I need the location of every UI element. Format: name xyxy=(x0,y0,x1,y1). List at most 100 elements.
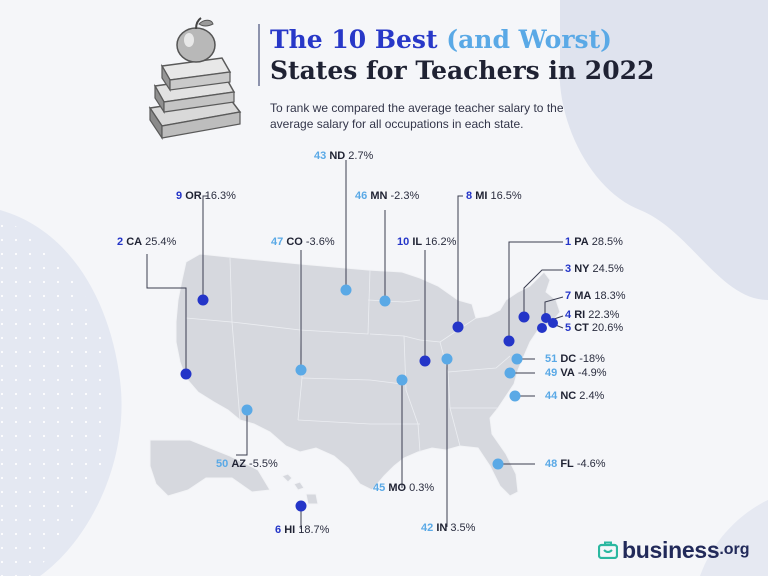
label-or: 9 OR 16.3% xyxy=(176,190,236,203)
rank: 10 xyxy=(397,236,410,248)
rank: 2 xyxy=(117,236,124,248)
business-org-logo[interactable]: business .org xyxy=(598,536,750,564)
hawaii-shape xyxy=(281,473,319,505)
page-title-line-1: The 10 Best (and Worst) xyxy=(270,24,654,55)
label-mn: 46 MN -2.3% xyxy=(355,190,419,203)
state-abbr: VA xyxy=(560,367,575,379)
logo-name: business xyxy=(622,536,720,563)
marker-mi[interactable] xyxy=(452,321,464,333)
alaska-shape xyxy=(149,439,271,497)
rank: 7 xyxy=(565,290,572,302)
label-mo: 45 MO 0.3% xyxy=(373,482,434,495)
marker-nc[interactable] xyxy=(509,390,521,402)
marker-fl[interactable] xyxy=(492,458,504,470)
state-value: 16.5% xyxy=(490,190,522,202)
state-abbr: FL xyxy=(560,458,574,470)
state-value: 22.3% xyxy=(588,309,620,321)
state-abbr: DC xyxy=(560,353,577,365)
label-ma: 7 MA 18.3% xyxy=(565,290,626,303)
marker-mn[interactable] xyxy=(379,295,391,307)
rank: 1 xyxy=(565,236,572,248)
marker-ri[interactable] xyxy=(541,313,551,323)
state-abbr: IL xyxy=(412,236,423,248)
state-abbr: PA xyxy=(574,236,589,248)
state-abbr: AZ xyxy=(231,458,246,470)
rank: 47 xyxy=(271,236,284,248)
us-map xyxy=(149,253,561,505)
label-co: 47 CO -3.6% xyxy=(271,236,335,249)
label-fl: 48 FL -4.6% xyxy=(545,458,606,471)
rank: 50 xyxy=(216,458,229,470)
state-abbr: NY xyxy=(574,263,590,275)
marker-hi[interactable] xyxy=(295,500,307,512)
rank: 49 xyxy=(545,367,558,379)
label-nc: 44 NC 2.4% xyxy=(545,390,604,403)
state-abbr: CO xyxy=(286,236,303,248)
rank: 9 xyxy=(176,190,183,202)
rank: 48 xyxy=(545,458,558,470)
marker-in[interactable] xyxy=(441,353,453,365)
rank: 51 xyxy=(545,353,558,365)
page-title-line-2: States for Teachers in 2022 xyxy=(270,56,655,85)
state-abbr: ND xyxy=(329,150,346,162)
marker-mo[interactable] xyxy=(396,374,408,386)
state-abbr: IN xyxy=(436,522,448,534)
label-az: 50 AZ -5.5% xyxy=(216,458,278,471)
state-abbr: NC xyxy=(560,390,577,402)
decor-blob-bottom-right xyxy=(700,500,768,576)
state-value: 24.5% xyxy=(592,263,624,275)
title-part-1: The 10 Best xyxy=(270,25,447,54)
state-value: -4.6% xyxy=(576,458,606,470)
rank: 8 xyxy=(466,190,473,202)
state-value: 16.2% xyxy=(425,236,457,248)
marker-va[interactable] xyxy=(504,367,516,379)
books-apple-icon xyxy=(148,17,242,140)
label-ri: 4 RI 22.3% xyxy=(565,309,619,322)
state-value: 3.5% xyxy=(450,522,476,534)
label-pa: 1 PA 28.5% xyxy=(565,236,623,249)
marker-nd[interactable] xyxy=(340,284,352,296)
state-value: -2.3% xyxy=(390,190,420,202)
marker-ct[interactable] xyxy=(537,323,547,333)
rank: 5 xyxy=(565,322,572,334)
state-borders xyxy=(185,257,511,453)
marker-or[interactable] xyxy=(197,294,209,306)
label-il: 10 IL 16.2% xyxy=(397,236,456,249)
state-value: 18.3% xyxy=(594,290,626,302)
briefcase-icon xyxy=(598,541,618,559)
rank: 4 xyxy=(565,309,572,321)
rank: 6 xyxy=(275,524,282,536)
state-abbr: MN xyxy=(370,190,388,202)
marker-dc[interactable] xyxy=(511,353,523,365)
state-value: 18.7% xyxy=(298,524,330,536)
label-ct: 5 CT 20.6% xyxy=(565,322,623,335)
title-block: The 10 Best (and Worst) States for Teach… xyxy=(258,24,654,86)
label-ny: 3 NY 24.5% xyxy=(565,263,624,276)
state-abbr: OR xyxy=(185,190,202,202)
marker-il[interactable] xyxy=(419,355,431,367)
state-value: 2.4% xyxy=(579,390,605,402)
state-value: 25.4% xyxy=(145,236,177,248)
label-nd: 43 ND 2.7% xyxy=(314,150,373,163)
leader-lines xyxy=(146,160,564,529)
state-markers xyxy=(180,284,558,512)
state-abbr: CT xyxy=(574,322,589,334)
state-value: 28.5% xyxy=(591,236,623,248)
state-value: -18% xyxy=(579,353,605,365)
marker-ny[interactable] xyxy=(518,311,530,323)
marker-ca[interactable] xyxy=(180,368,192,380)
marker-az[interactable] xyxy=(241,404,253,416)
state-abbr: HI xyxy=(284,524,296,536)
label-hi: 6 HI 18.7% xyxy=(275,524,329,537)
marker-pa[interactable] xyxy=(503,335,515,347)
state-abbr: MA xyxy=(574,290,592,302)
decor-dots xyxy=(0,220,112,576)
rank: 3 xyxy=(565,263,572,275)
marker-co[interactable] xyxy=(295,364,307,376)
marker-ma[interactable] xyxy=(548,318,558,328)
rank: 45 xyxy=(373,482,386,494)
state-value: 20.6% xyxy=(591,322,624,334)
rank: 42 xyxy=(421,522,434,534)
